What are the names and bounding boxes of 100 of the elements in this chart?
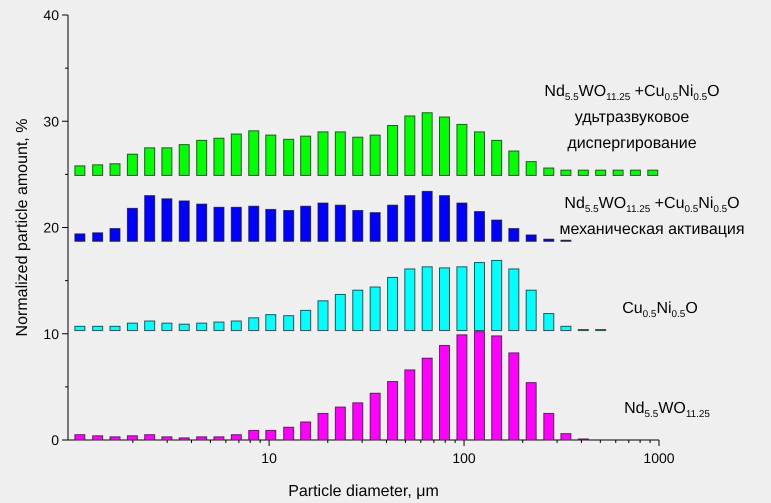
bar — [404, 369, 416, 440]
bar — [109, 326, 120, 332]
bar — [213, 206, 224, 242]
bar — [352, 402, 364, 440]
bar — [334, 294, 346, 332]
bar — [196, 204, 208, 242]
bar — [456, 124, 468, 176]
bar — [491, 220, 502, 242]
bar — [404, 115, 416, 176]
x-tick-label: 10 — [261, 450, 278, 466]
bar — [560, 326, 572, 332]
bar — [334, 131, 346, 176]
bar — [439, 267, 450, 332]
bar — [74, 165, 86, 176]
bar — [283, 138, 294, 176]
bar — [352, 136, 364, 176]
bar — [317, 131, 328, 176]
bar — [647, 170, 658, 176]
y-tick-label: 20 — [43, 220, 60, 236]
bar — [543, 238, 554, 242]
bar — [92, 326, 104, 332]
bar — [178, 144, 190, 176]
bar — [178, 324, 190, 332]
bar — [439, 116, 450, 176]
bar — [92, 232, 104, 242]
bar — [161, 322, 172, 332]
bar — [161, 198, 172, 242]
bar — [74, 233, 86, 242]
bar — [370, 286, 381, 332]
series-label: Cu$_{0.5}$Ni$_{0.5}$O — [622, 300, 698, 320]
bar — [74, 326, 86, 332]
bar — [422, 358, 433, 440]
text: Nd$_{5.5}$WO$_{11.25}$ — [624, 400, 710, 420]
bar — [387, 381, 398, 440]
bar — [526, 161, 537, 176]
bar — [526, 290, 537, 332]
bar — [248, 317, 260, 332]
bar — [161, 436, 172, 440]
bar — [178, 437, 190, 440]
bar — [439, 195, 450, 242]
bar — [612, 170, 624, 176]
x-tick-label: 100 — [452, 450, 476, 466]
bar — [213, 436, 224, 440]
bar — [230, 320, 242, 332]
bar — [508, 268, 520, 332]
bar — [422, 112, 433, 176]
bar — [178, 200, 190, 242]
bar — [92, 164, 104, 176]
bar — [144, 434, 156, 440]
bar — [317, 202, 328, 242]
bar — [248, 130, 260, 176]
bar — [283, 315, 294, 332]
bar — [352, 290, 364, 332]
text: Nd$_{5.5}$WO$_{11.25}$ +Cu$_{0.5}$Ni$_{0.5}$O механическая активация — [560, 195, 744, 238]
bar — [404, 268, 416, 332]
bar — [109, 436, 120, 440]
bar — [317, 412, 328, 440]
bar — [300, 421, 312, 440]
text: Nd$_{5.5}$WO$_{11.25}$ +Cu$_{0.5}$Ni$_{0.5}$O удьтразвуковое диспергирование — [544, 83, 720, 152]
x-tick-label: 1000 — [643, 450, 675, 466]
bar — [248, 430, 260, 440]
bar — [265, 208, 276, 242]
bar — [265, 134, 276, 176]
bar — [526, 382, 537, 440]
bar — [491, 260, 502, 332]
bar — [196, 436, 208, 440]
bar — [283, 426, 294, 440]
bar — [126, 154, 138, 176]
bar — [526, 234, 537, 242]
bar — [213, 322, 224, 332]
bar — [248, 206, 260, 242]
bar — [352, 210, 364, 242]
bar — [334, 204, 346, 242]
bar — [456, 266, 468, 332]
y-tick-label: 30 — [43, 113, 60, 130]
bar — [300, 206, 312, 242]
bar — [370, 392, 381, 440]
bar — [92, 435, 104, 440]
bar — [543, 168, 554, 176]
bar — [595, 170, 606, 176]
bar — [334, 406, 346, 440]
bar — [422, 266, 433, 332]
bar — [300, 310, 312, 332]
bar — [456, 202, 468, 242]
bar — [230, 434, 242, 440]
bar — [317, 300, 328, 332]
bar — [422, 190, 433, 242]
bar — [543, 412, 554, 440]
bar — [265, 430, 276, 440]
y-tick-label: 40 — [43, 7, 60, 23]
bar — [439, 344, 450, 440]
bar — [508, 352, 520, 440]
bar — [543, 313, 554, 332]
bar — [387, 125, 398, 176]
bar — [144, 320, 156, 332]
bar — [161, 147, 172, 176]
bar — [370, 212, 381, 242]
bar — [213, 138, 224, 176]
bar — [300, 136, 312, 176]
bar — [265, 314, 276, 332]
